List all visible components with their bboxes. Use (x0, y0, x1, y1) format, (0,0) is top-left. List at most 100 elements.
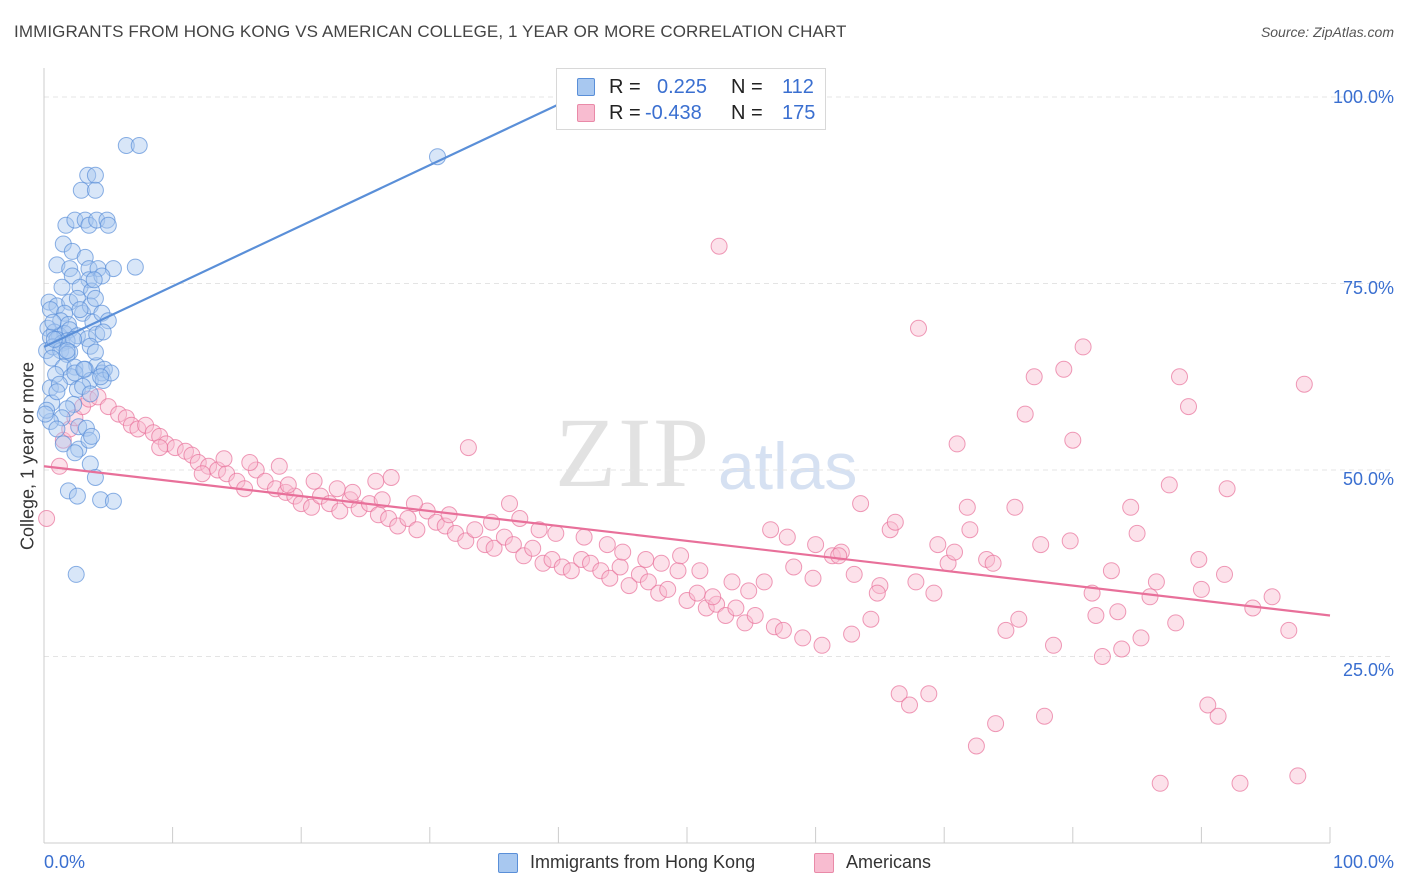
data-point (86, 181, 104, 199)
data-point (984, 554, 1002, 572)
data-point (270, 457, 288, 475)
data-point (637, 551, 655, 568)
data-point (53, 278, 71, 296)
data-point (350, 500, 368, 518)
data-point (99, 216, 117, 234)
y-tick-label-25: 25.0% (1342, 660, 1394, 680)
data-point (38, 510, 56, 527)
data-point (907, 573, 925, 591)
data-point (920, 685, 938, 703)
data-point (868, 584, 886, 602)
data-point (845, 565, 863, 583)
data-point (54, 235, 72, 253)
data-point (189, 454, 207, 471)
data-point (151, 439, 169, 457)
data-point (659, 580, 677, 598)
data-point (1113, 640, 1131, 658)
data-point (367, 472, 385, 490)
data-point (925, 584, 943, 602)
data-point (305, 472, 323, 490)
data-point (110, 405, 128, 423)
data-point (54, 435, 72, 453)
data-point (723, 573, 741, 591)
data-point (81, 385, 99, 403)
series-americans (38, 237, 1313, 792)
legend-n-value: 175 (782, 102, 816, 124)
data-point (1190, 551, 1208, 568)
data-point (279, 476, 297, 494)
data-point (1216, 565, 1233, 583)
data-point (1160, 476, 1178, 494)
data-point (774, 621, 792, 639)
data-point (910, 319, 927, 337)
data-point (485, 539, 503, 557)
data-point (59, 482, 77, 500)
data-point (804, 569, 822, 587)
data-point (524, 539, 542, 557)
data-point (862, 610, 880, 628)
data-point (41, 301, 59, 319)
data-point (104, 492, 122, 510)
data-point (890, 685, 908, 703)
legend-r-value: -0.438 (645, 102, 702, 124)
data-point (901, 696, 918, 714)
data-point (476, 536, 494, 554)
data-point (76, 248, 94, 266)
data-point (929, 536, 947, 554)
data-point (126, 258, 144, 276)
data-point (727, 599, 745, 617)
data-point (504, 536, 522, 554)
data-point (1128, 524, 1146, 542)
data-point (704, 588, 722, 606)
data-point (58, 345, 76, 363)
data-point (457, 532, 475, 550)
data-point (948, 435, 966, 453)
data-point (652, 554, 670, 572)
data-point (997, 621, 1015, 639)
data-point (61, 343, 79, 361)
data-point (1006, 498, 1024, 516)
data-point (987, 715, 1005, 733)
legend-swatch-americans (814, 853, 834, 873)
data-point (1192, 580, 1210, 598)
data-point (765, 618, 783, 636)
data-point (303, 498, 320, 516)
data-point (1055, 360, 1073, 378)
data-point (501, 495, 518, 513)
data-point (958, 498, 976, 516)
data-point (843, 625, 861, 643)
data-point (511, 510, 529, 527)
y-tick-label-100: 100.0% (1332, 87, 1394, 107)
data-point (1032, 536, 1050, 554)
data-point (241, 454, 259, 471)
legend-swatch-americans (577, 104, 595, 122)
data-point (755, 573, 773, 591)
data-point (813, 636, 831, 654)
data-point (1010, 610, 1028, 628)
legend-n-value: 112 (782, 76, 814, 98)
trend-line-hong-kong (43, 103, 559, 348)
data-point (967, 737, 985, 755)
data-point (1151, 774, 1169, 792)
data-point (1064, 431, 1082, 449)
data-point (672, 547, 690, 565)
data-point (1109, 603, 1127, 621)
data-point (1061, 532, 1079, 550)
data-point (86, 343, 104, 361)
chart-source: Source: ZipAtlas.com (1260, 24, 1394, 40)
data-point (1045, 636, 1062, 654)
data-point (57, 216, 75, 234)
data-point (86, 166, 104, 184)
data-point (553, 558, 571, 576)
data-point (547, 524, 565, 542)
data-point (601, 569, 619, 587)
data-point (573, 551, 590, 568)
grid-lines (44, 96, 1392, 657)
data-point (130, 137, 148, 154)
data-point (1218, 480, 1236, 498)
data-point (1147, 573, 1165, 591)
data-point (373, 491, 391, 509)
data-point (68, 487, 86, 505)
data-point (58, 342, 76, 360)
